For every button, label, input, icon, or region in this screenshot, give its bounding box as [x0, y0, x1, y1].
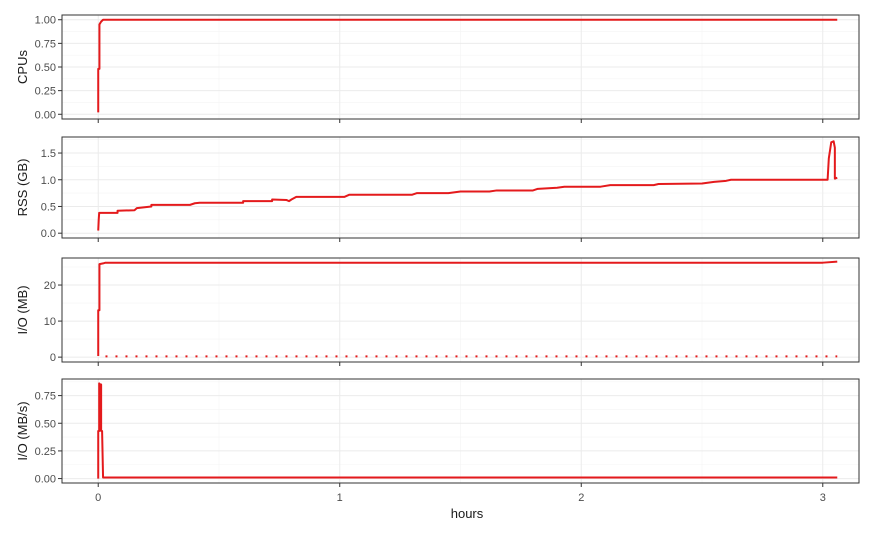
panel-3: 0 10 20 I/O (MB)	[15, 257, 860, 366]
panel-4: 0.00 0.25 0.50 0.75 I/O (MB/s)	[15, 378, 860, 487]
y-tick-label: 0.5	[41, 201, 56, 213]
x-tick-label: 1	[337, 492, 343, 504]
panels-layer: 0.00 0.25 0.50 0.75 1.00 CPUs 0.0 0.5 1.0 1.5 RSS …	[15, 14, 860, 504]
y-tick-label: 0.75	[35, 38, 56, 50]
y-axis-title: CPUs	[15, 50, 30, 84]
panel-2: 0.0 0.5 1.0 1.5 RSS (GB)	[15, 136, 860, 242]
x-tick-label: 2	[578, 492, 584, 504]
y-tick-label: 1.00	[35, 15, 56, 27]
y-tick-label: 1.5	[41, 148, 56, 160]
panel-border	[61, 257, 860, 363]
y-tick-label: 0.50	[35, 62, 56, 74]
x-tick-label: 3	[820, 492, 826, 504]
panel-1: 0.00 0.25 0.50 0.75 1.00 CPUs	[15, 14, 860, 123]
panel-border	[61, 378, 860, 484]
series-line-1-1	[97, 18, 838, 113]
y-tick-label: 10	[44, 316, 56, 328]
series-line-4-1	[97, 382, 838, 479]
y-tick-label: 0.0	[41, 228, 56, 240]
x-tick-label: 0	[95, 492, 101, 504]
x-axis-title: hours	[451, 506, 484, 521]
y-tick-label: 0.00	[35, 109, 56, 121]
series-line-2-1	[97, 140, 838, 231]
y-tick-label: 0.00	[35, 474, 56, 486]
y-tick-label: 0.75	[35, 391, 56, 403]
y-tick-label: 0.25	[35, 86, 56, 98]
y-tick-label: 0	[50, 352, 56, 364]
y-axis-title: I/O (MB)	[15, 285, 30, 334]
series-line-3-1	[97, 260, 838, 357]
y-axis-title: RSS (GB)	[15, 159, 30, 217]
y-tick-label: 0.25	[35, 446, 56, 458]
y-tick-label: 1.0	[41, 175, 56, 187]
panel-border	[61, 136, 860, 239]
y-tick-label: 20	[44, 280, 56, 292]
y-axis-title: I/O (MB/s)	[15, 401, 30, 460]
y-tick-label: 0.50	[35, 418, 56, 430]
